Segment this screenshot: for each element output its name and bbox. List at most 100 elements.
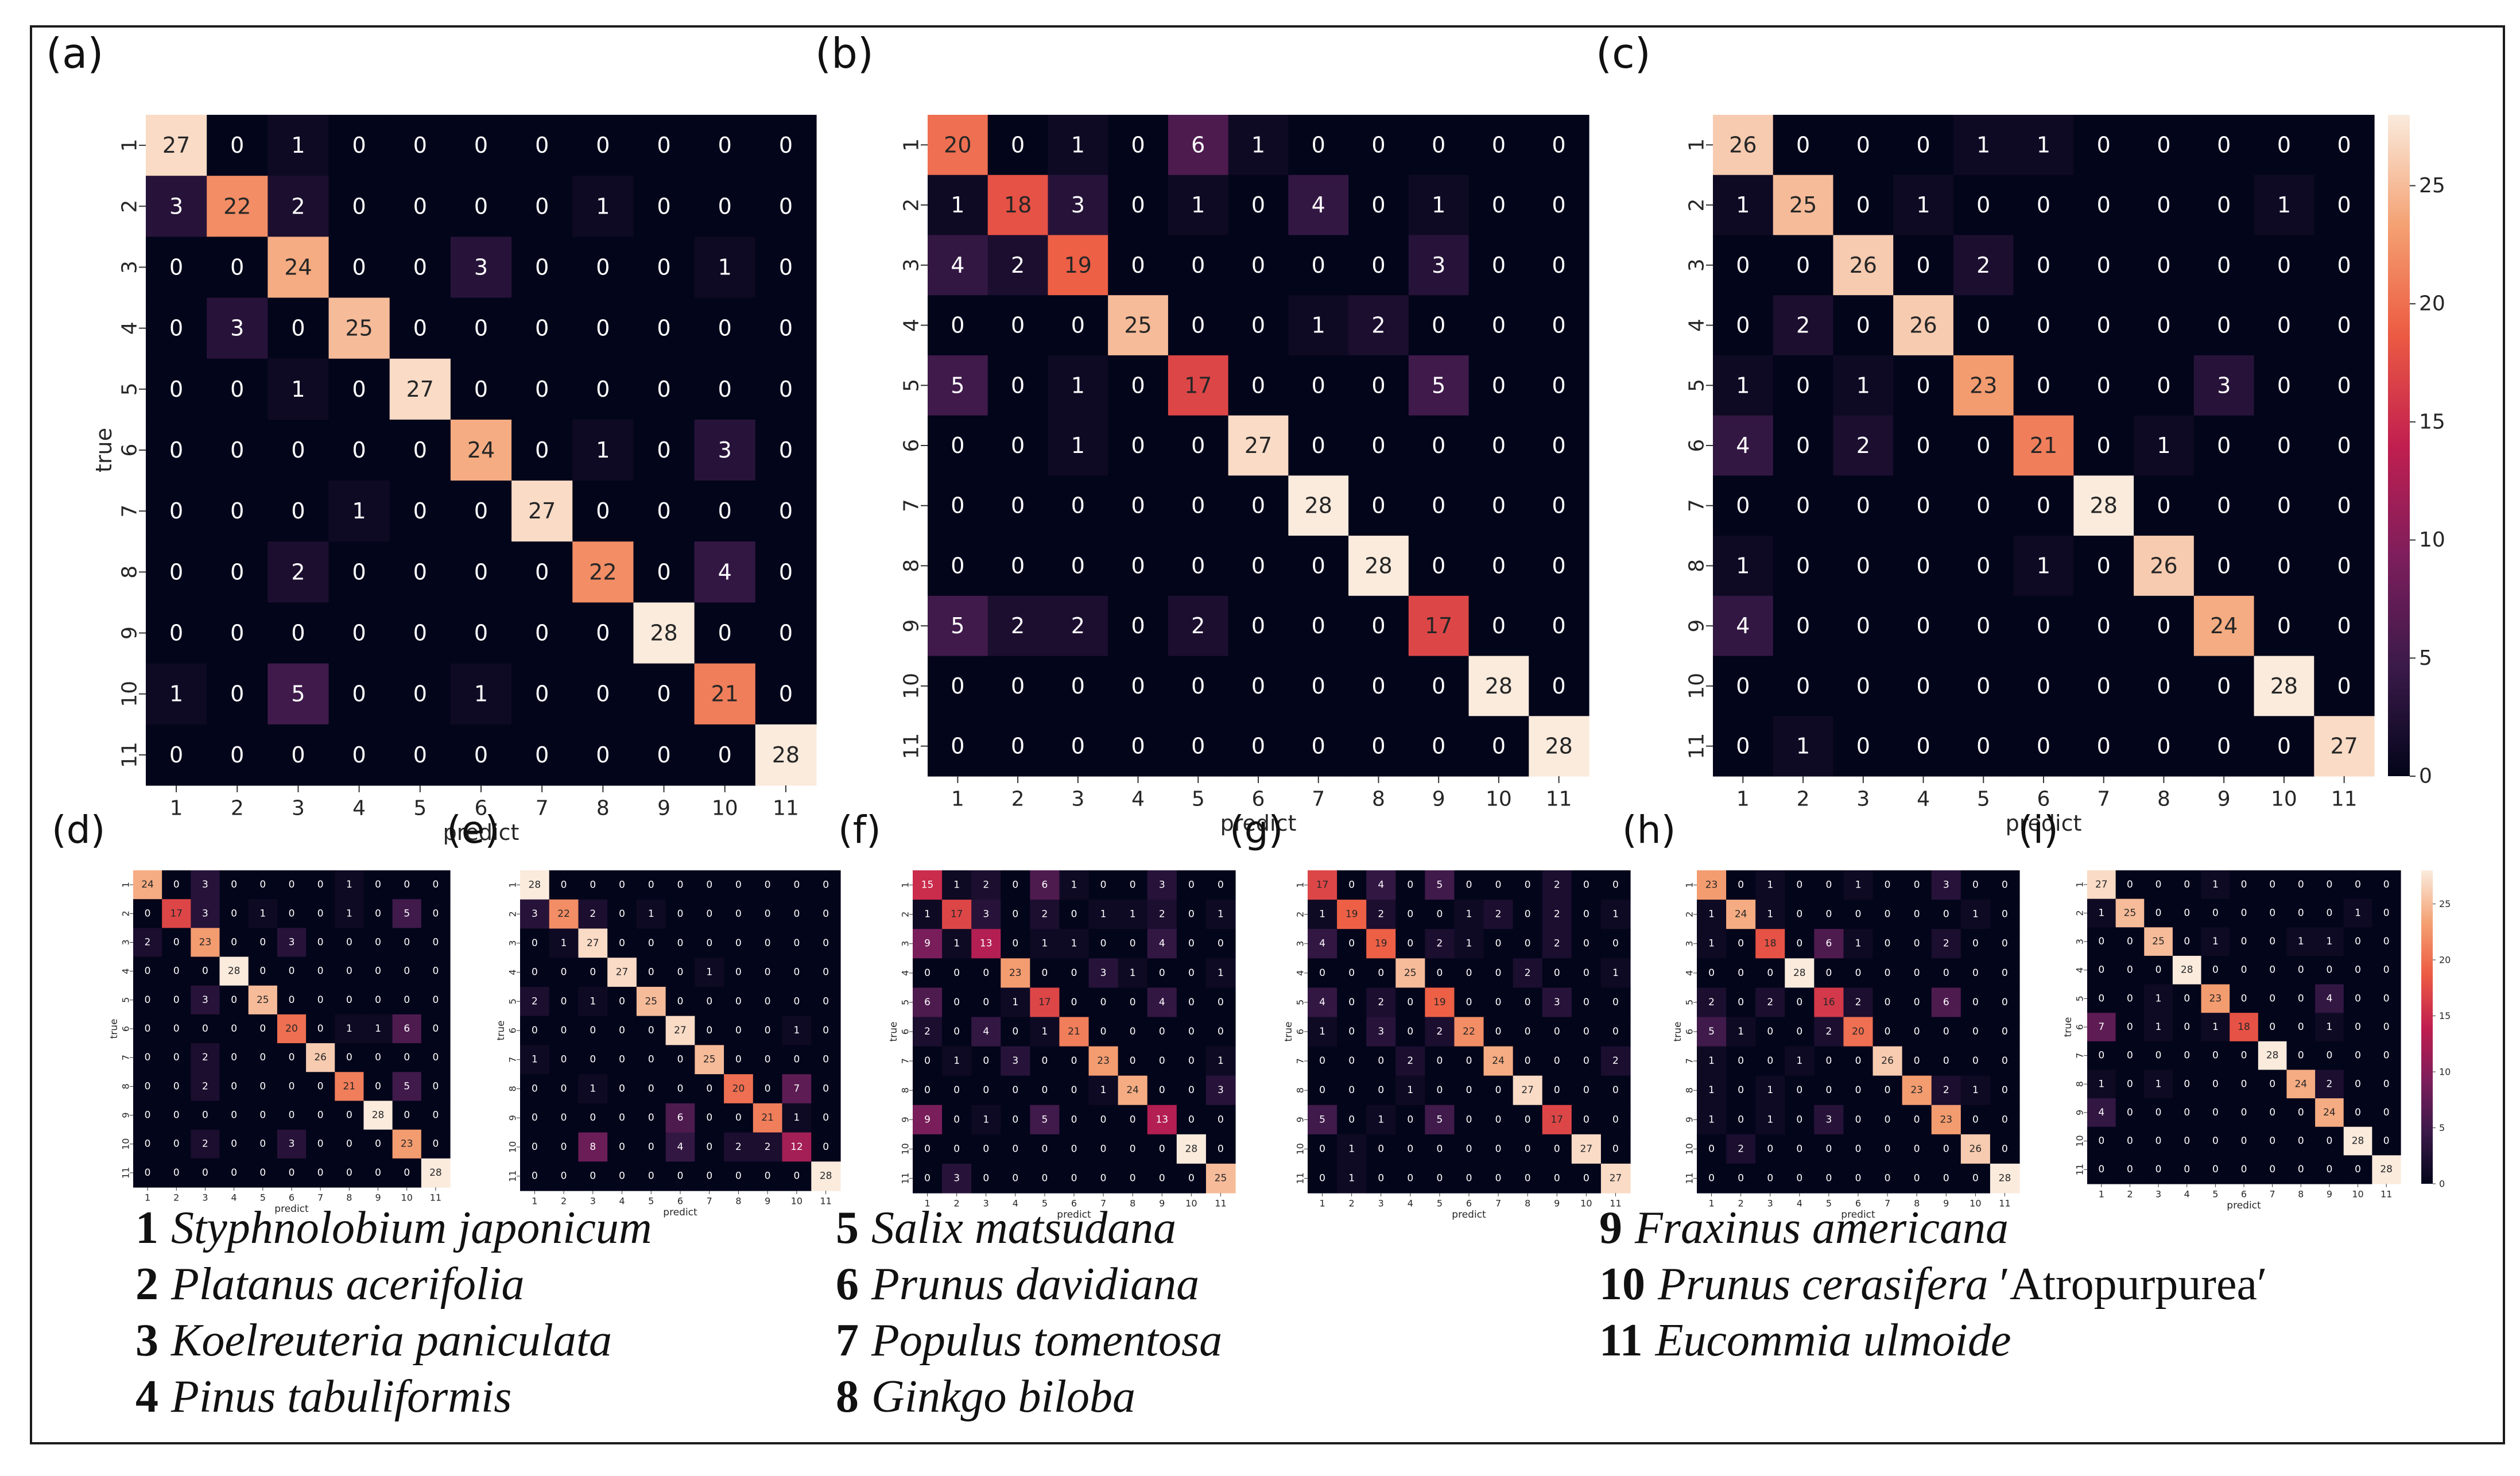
heatmap-cell — [2134, 355, 2195, 416]
heatmap-cell — [2258, 1070, 2288, 1099]
heatmap-cell — [207, 724, 268, 786]
cell-value-label: 0 — [1218, 938, 1224, 950]
cell-value-label: 0 — [823, 1025, 829, 1036]
heatmap-cell — [1931, 1134, 1961, 1164]
x-tick-label: 4 — [352, 797, 366, 820]
cell-value-label: 17 — [1550, 1114, 1563, 1125]
heatmap-cell — [1205, 1075, 1236, 1106]
x-tick-label: 3 — [292, 797, 305, 820]
heatmap-cell — [1168, 415, 1229, 476]
y-tick-label: 10 — [507, 1141, 518, 1153]
heatmap-cell — [248, 1072, 278, 1102]
heatmap-cell — [191, 899, 220, 928]
cell-value-label: 0 — [1191, 433, 1205, 458]
heatmap-cell — [511, 237, 573, 299]
heatmap-cell — [724, 1161, 754, 1191]
heatmap-cell — [1483, 1105, 1514, 1135]
heatmap-cell — [549, 928, 579, 958]
heatmap-cell — [1288, 175, 1349, 236]
heatmap-cell — [1468, 115, 1529, 176]
cell-value-label: 28 — [1185, 1143, 1198, 1155]
heatmap-cell — [1288, 235, 1349, 296]
heatmap-panel-f: (f)15 1 2 0 6 1 0 0 3 0 01 17 3 0 2 0 1 1 2 0 19 1 13 0 1 1 0 0 4 0 00… — [838, 808, 1236, 1221]
heatmap-cell — [782, 928, 812, 958]
cell-value-label: 0 — [1738, 938, 1744, 950]
cell-value-label: 28 — [2270, 673, 2298, 699]
cell-value-label: 0 — [432, 908, 439, 919]
cell-value-label: 0 — [2337, 493, 2351, 518]
heatmap-cell — [2115, 955, 2145, 985]
cell-value-label: 0 — [1972, 1172, 1979, 1184]
heatmap-cell — [1513, 958, 1543, 988]
x-tick-label: 6 — [2241, 1189, 2247, 1200]
x-tick-label: 3 — [202, 1192, 208, 1203]
cell-value-label: 0 — [1976, 613, 1990, 638]
heatmap-cell — [191, 1014, 220, 1044]
cell-value-label: 0 — [779, 437, 793, 463]
cell-value-label: 0 — [2127, 1107, 2133, 1118]
heatmap-cell — [2372, 1098, 2401, 1128]
cell-value-label: 0 — [1767, 1143, 1773, 1155]
x-tick-label: 8 — [2298, 1189, 2304, 1200]
cell-value-label: 0 — [317, 966, 324, 977]
heatmap-cell — [987, 415, 1049, 476]
cell-value-label: 0 — [793, 995, 800, 1007]
cell-value-label: 0 — [1972, 997, 1979, 1008]
cell-value-label: 0 — [1796, 938, 1802, 950]
cell-value-label: 0 — [648, 1112, 654, 1124]
cell-value-label: 17 — [951, 909, 963, 920]
heatmap-cell — [1468, 415, 1529, 476]
heatmap-cell — [2134, 115, 2195, 176]
cell-value-label: 0 — [718, 193, 732, 219]
cell-value-label: 0 — [202, 966, 208, 977]
heatmap-cell — [191, 956, 220, 986]
cell-value-label: 0 — [2097, 433, 2111, 458]
heatmap-cell — [1697, 870, 1727, 900]
cell-value-label: 0 — [259, 936, 266, 948]
heatmap-cell — [1773, 656, 1834, 716]
cell-value-label: 0 — [1407, 1114, 1413, 1125]
cell-value-label: 0 — [231, 1138, 237, 1150]
heatmap-cell — [1147, 1134, 1177, 1164]
heatmap-cell — [1843, 1017, 1874, 1047]
heatmap-cell — [1118, 987, 1148, 1018]
cell-value-label: 0 — [169, 254, 183, 280]
panel-label: (c) — [1596, 29, 1651, 78]
heatmap-cell — [2314, 716, 2375, 777]
cell-value-label: 0 — [765, 995, 771, 1007]
heatmap-cell — [1366, 987, 1396, 1018]
cell-value-label: 0 — [2326, 907, 2332, 919]
cell-value-label: 0 — [657, 559, 670, 584]
heatmap-cell — [1348, 536, 1409, 596]
cell-value-label: 0 — [2383, 907, 2390, 919]
panel-label: (d) — [52, 808, 105, 852]
cell-value-label: 28 — [2181, 964, 2193, 976]
heatmap-cell — [1001, 929, 1030, 959]
heatmap-cell — [219, 1158, 249, 1188]
cell-value-label: 24 — [1735, 909, 1747, 920]
cell-value-label: 0 — [2383, 1021, 2390, 1033]
cell-value-label: 0 — [532, 937, 538, 949]
heatmap-cell — [665, 1074, 695, 1104]
heatmap-cell — [2144, 927, 2173, 956]
heatmap-cell — [248, 985, 278, 1015]
heatmap-cell — [277, 1129, 307, 1159]
cell-value-label: 0 — [1916, 673, 1930, 699]
heatmap-cell — [928, 175, 988, 236]
heatmap-cell — [1902, 1163, 1932, 1194]
legend-item: 9 Fraxinus americana — [1599, 1203, 2009, 1253]
heatmap-cell — [1843, 900, 1874, 929]
cell-value-label: 0 — [169, 316, 183, 341]
cell-value-label: 0 — [1736, 313, 1750, 338]
cell-value-label: 0 — [619, 1054, 625, 1066]
heatmap-cell — [389, 237, 451, 299]
heatmap-cell — [633, 602, 695, 664]
cell-value-label: 0 — [1972, 1114, 1979, 1125]
cell-value-label: 0 — [2184, 1050, 2190, 1062]
cell-value-label: 0 — [2383, 1107, 2390, 1118]
heatmap-cell — [1713, 656, 1774, 716]
cell-value-label: 0 — [765, 1171, 771, 1182]
cell-value-label: 0 — [291, 742, 305, 768]
heatmap-cell — [2201, 1070, 2230, 1099]
x-tick-label: 5 — [1042, 1198, 1048, 1209]
